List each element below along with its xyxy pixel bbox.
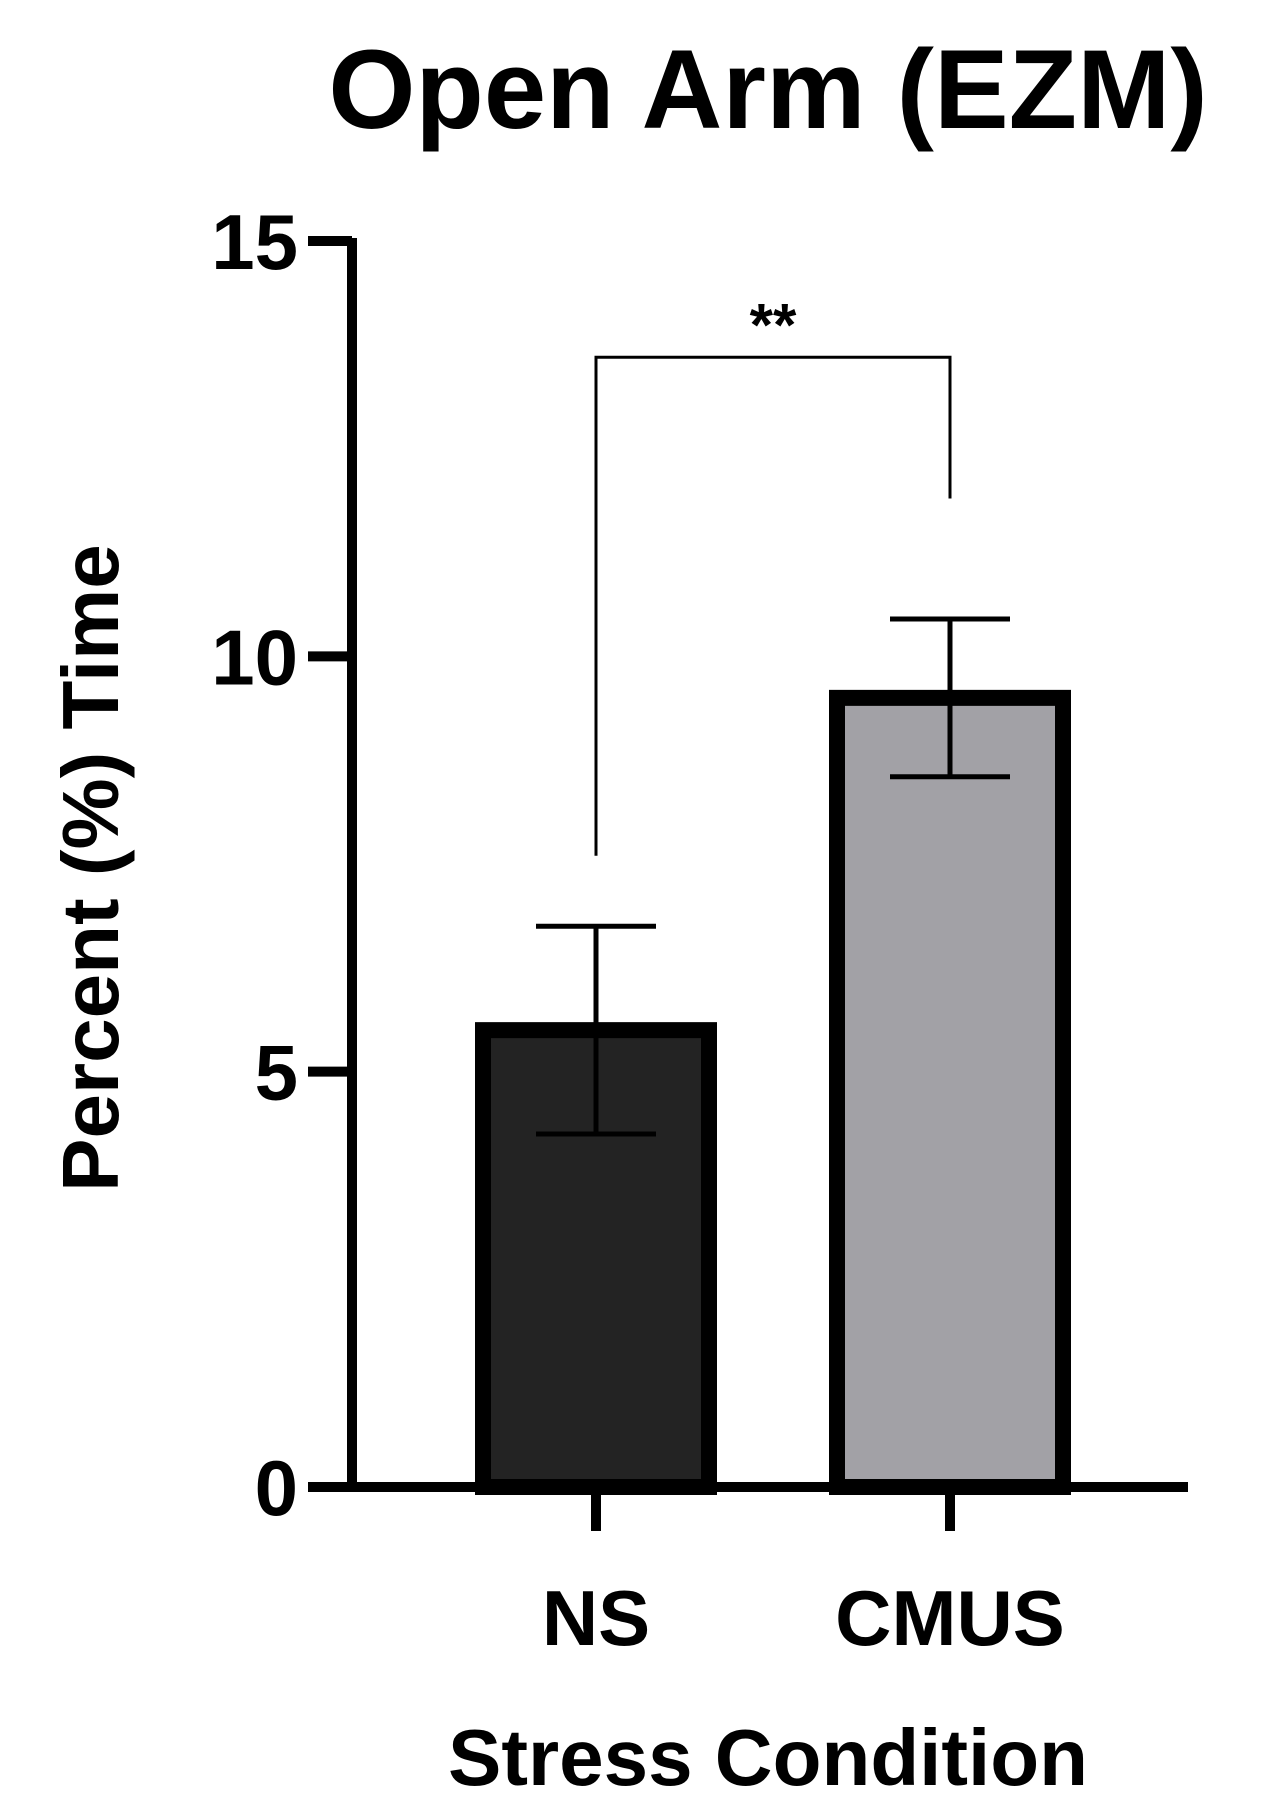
y-tick-label: 0	[255, 1444, 298, 1532]
x-tick-label-ns: NS	[542, 1574, 650, 1662]
x-tick-label-cmus: CMUS	[835, 1574, 1065, 1662]
significance-bracket: **	[594, 291, 952, 856]
chart-title: Open Arm (EZM)	[328, 27, 1207, 152]
y-axis-label: Percent (%) Time	[46, 544, 135, 1192]
significance-bracket-line	[594, 355, 952, 856]
plot-area: 0 5 10 15 NS CMUS **	[211, 198, 1188, 1662]
y-tick-label: 10	[211, 613, 298, 701]
bar-cmus	[829, 689, 1071, 1495]
error-bar-ns	[536, 923, 656, 1137]
y-tick-label: 5	[255, 1029, 298, 1117]
y-tick-label: 15	[211, 198, 298, 286]
x-axis-label: Stress Condition	[448, 1713, 1088, 1802]
error-bar-cmus	[890, 616, 1010, 780]
significance-label: **	[750, 291, 797, 358]
